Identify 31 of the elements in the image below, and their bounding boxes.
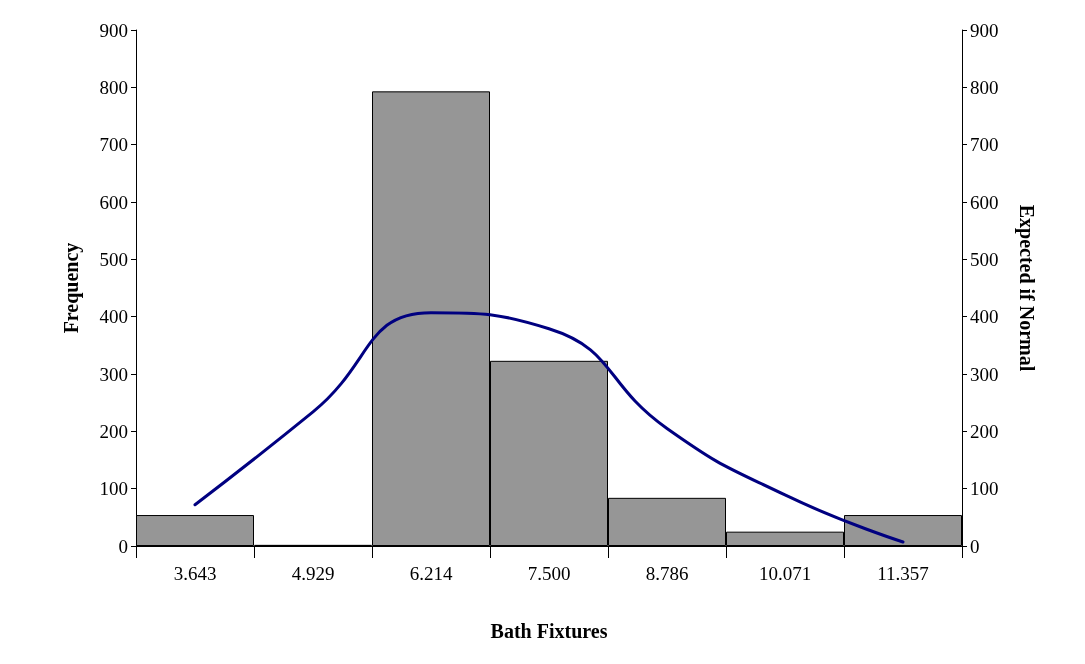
y-tick-label: 500: [99, 248, 128, 270]
y2-tick-label: 900: [970, 19, 999, 41]
y-tick-label: 200: [99, 420, 128, 442]
x-tick-label: 8.786: [645, 563, 689, 584]
y2-tick-label: 300: [970, 363, 999, 385]
x-tick-label: 3.643: [173, 563, 217, 584]
y2-tick-label: 500: [970, 248, 999, 270]
y-tick-label: 700: [99, 134, 128, 156]
y2-tick-label: 400: [970, 306, 999, 328]
y-tick-label: 0: [118, 535, 128, 557]
x-tick-label: 7.500: [527, 563, 571, 584]
y2-tick-label: 0: [970, 535, 980, 557]
y2-tick-label: 100: [970, 478, 999, 500]
y-axis-title: Frequency: [60, 242, 83, 334]
x-tick-label: 4.929: [291, 563, 335, 584]
y-tick-label: 400: [99, 306, 128, 328]
y2-tick-label: 800: [970, 76, 999, 98]
y-tick-label: 300: [99, 363, 128, 385]
y-tick-label: 100: [99, 478, 128, 500]
x-axis-title: Bath Fixtures: [490, 620, 608, 642]
y-tick-label: 600: [99, 191, 128, 213]
x-tick-label: 11.357: [877, 563, 929, 584]
x-tick-label: 10.071: [758, 563, 812, 584]
x-tick-label: 6.214: [409, 563, 453, 584]
y2-tick-label: 600: [970, 191, 999, 213]
y-tick-label: 800: [99, 76, 128, 98]
y2-axis-title: Expected if Normal: [1015, 204, 1038, 372]
y2-tick-label: 200: [970, 420, 999, 442]
y2-tick-label: 700: [970, 134, 999, 156]
line-series: [193, 311, 905, 544]
y-tick-label: 900: [99, 19, 128, 41]
